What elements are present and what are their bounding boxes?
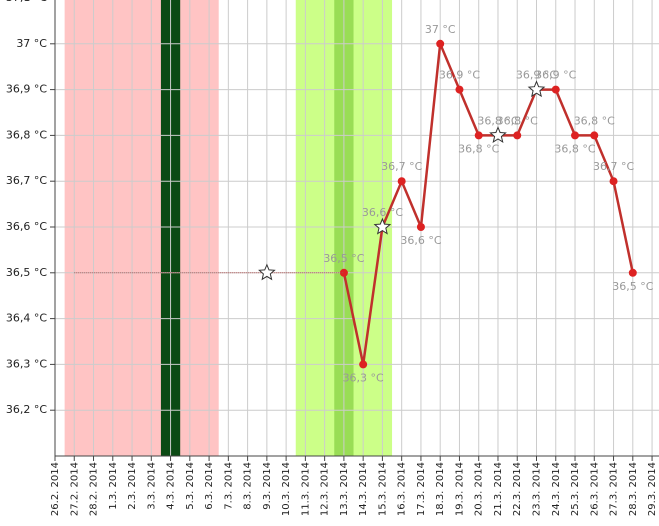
- x-tick-label: 20.3. 2014: [474, 462, 485, 516]
- data-point: [513, 131, 522, 140]
- value-label: 36,3 °C: [343, 371, 384, 384]
- x-tick-label: 28.3. 2014: [628, 462, 639, 516]
- y-tick-label: 36,5 °C: [6, 266, 47, 279]
- value-label: 36,8 °C: [458, 142, 499, 155]
- x-tick-label: 8.3. 2014: [243, 462, 254, 510]
- x-tick-label: 15.3. 2014: [377, 462, 388, 516]
- x-tick-label: 19.3. 2014: [454, 462, 465, 516]
- y-tick-label: 36,8 °C: [6, 128, 47, 141]
- value-label: 36,8 °C: [574, 114, 615, 127]
- x-tick-label: 17.3. 2014: [416, 462, 427, 516]
- x-tick-label: 25.3. 2014: [570, 462, 581, 516]
- data-point: [590, 131, 599, 140]
- value-label: 36,8 °C: [554, 142, 595, 155]
- star-marker: [373, 217, 392, 235]
- x-tick-label: 18.3. 2014: [435, 462, 446, 516]
- phase-band: [64, 0, 219, 456]
- data-point: [609, 177, 618, 186]
- x-tick-label: 29.3. 2014: [647, 462, 658, 516]
- x-tick-label: 9.3. 2014: [262, 462, 273, 510]
- value-label: 36,5 °C: [612, 280, 653, 293]
- star-marker: [489, 126, 507, 143]
- y-tick-label: 36,2 °C: [6, 403, 47, 416]
- x-tick-label: 13.3. 2014: [339, 462, 350, 516]
- x-tick-label: 26.3. 2014: [589, 462, 600, 516]
- value-label: 36,6 °C: [362, 206, 403, 219]
- y-tick-label: 36,9 °C: [6, 83, 47, 96]
- data-point: [359, 360, 368, 369]
- x-tick-label: 21.3. 2014: [493, 462, 504, 516]
- x-tick-label: 27.2. 2014: [69, 462, 80, 516]
- y-tick-label: 36,7 °C: [6, 174, 47, 187]
- value-label: 36,9 °C: [516, 69, 557, 82]
- data-point: [628, 268, 637, 277]
- y-tick-label: 37,1 °C: [6, 0, 47, 4]
- data-point: [571, 131, 580, 140]
- x-tick-label: 14.3. 2014: [358, 462, 369, 516]
- x-tick-label: 22.3. 2014: [512, 462, 523, 516]
- data-point: [474, 131, 483, 140]
- x-tick-label: 16.3. 2014: [397, 462, 408, 516]
- value-label: 36,7 °C: [381, 160, 422, 173]
- value-label: 36,5 °C: [323, 252, 364, 265]
- data-point: [397, 177, 406, 186]
- x-tick-label: 10.3. 2014: [281, 462, 292, 516]
- y-tick-label: 37 °C: [16, 37, 47, 50]
- x-tick-label: 24.3. 2014: [551, 462, 562, 516]
- value-label: 36,6 °C: [400, 234, 441, 247]
- y-tick-label: 36,4 °C: [6, 312, 47, 325]
- x-tick-label: 2.3. 2014: [127, 462, 138, 510]
- x-tick-label: 26.2. 2014: [50, 462, 61, 516]
- value-label: 36,9 °C: [535, 69, 576, 82]
- data-point: [455, 85, 464, 94]
- x-tick-label: 11.3. 2014: [300, 462, 311, 516]
- x-tick-label: 1.3. 2014: [108, 462, 119, 510]
- x-tick-label: 4.3. 2014: [166, 462, 177, 510]
- data-point: [551, 85, 560, 94]
- data-point: [339, 268, 348, 277]
- y-tick-label: 36,6 °C: [6, 220, 47, 233]
- x-tick-label: 28.2. 2014: [89, 462, 100, 516]
- data-point: [416, 223, 425, 231]
- data-point: [436, 39, 445, 48]
- x-tick-label: 7.3. 2014: [223, 462, 234, 510]
- x-tick-label: 12.3. 2014: [320, 462, 331, 516]
- x-tick-label: 27.3. 2014: [609, 462, 620, 516]
- value-label: 37 °C: [425, 23, 456, 36]
- x-tick-label: 3.3. 2014: [146, 462, 157, 510]
- star-marker: [527, 80, 546, 98]
- x-tick-label: 23.3. 2014: [532, 462, 543, 516]
- x-tick-label: 6.3. 2014: [204, 462, 215, 510]
- value-label: 36,9 °C: [439, 69, 480, 82]
- x-tick-label: 5.3. 2014: [185, 462, 196, 510]
- temperature-line: [342, 43, 635, 365]
- value-label: 36,7 °C: [593, 160, 634, 173]
- value-label: 36,8 °C: [497, 114, 538, 127]
- star-marker: [258, 263, 276, 281]
- y-tick-label: 36,3 °C: [6, 357, 47, 370]
- value-label: 36,8 °C: [477, 114, 518, 127]
